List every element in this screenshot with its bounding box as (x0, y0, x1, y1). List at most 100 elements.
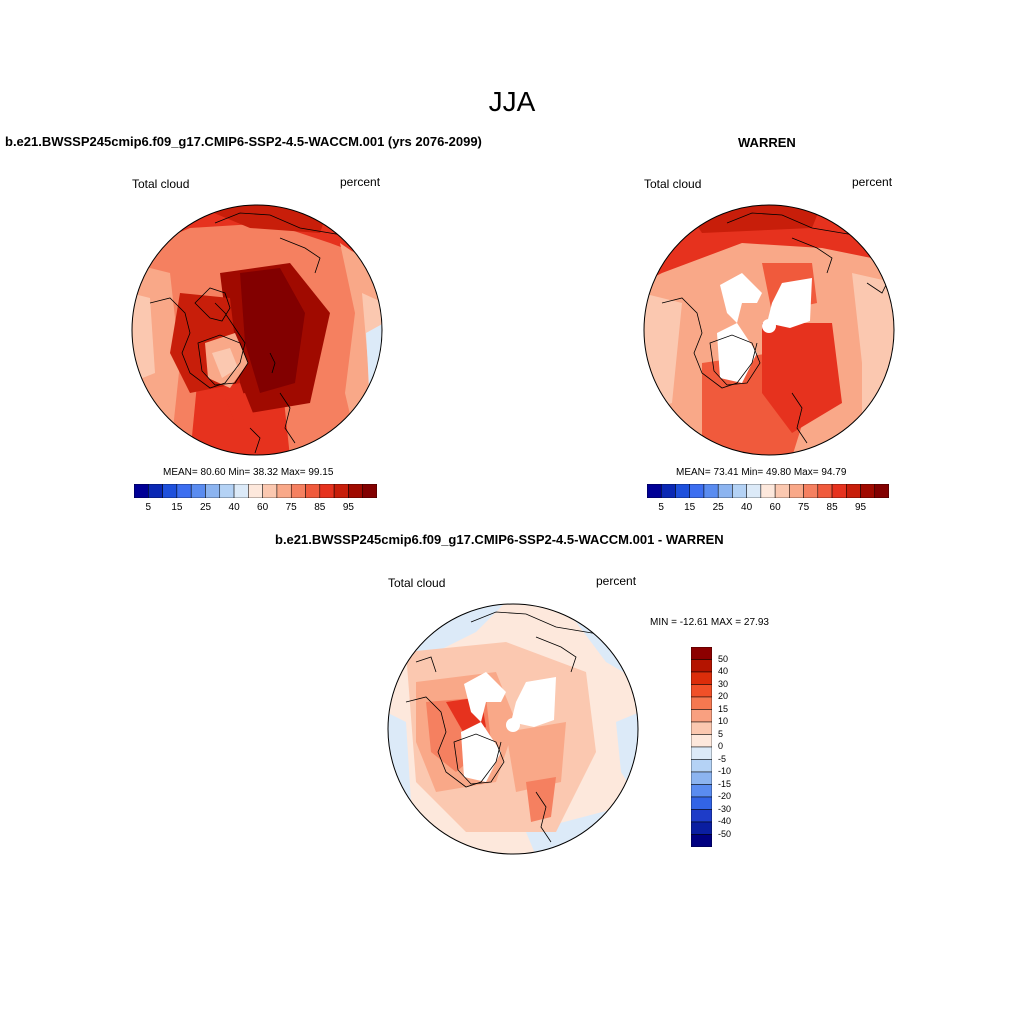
model-colorbar-tick: 75 (285, 502, 297, 513)
obs-colorbar-swatch (774, 484, 790, 498)
diff-colorbar-swatch (691, 721, 712, 735)
diff-colorbar-swatch (691, 809, 712, 823)
diff-colorbar-swatch (691, 647, 712, 660)
obs-colorbar-swatch (760, 484, 776, 498)
obs-colorbar-tick: 5 (658, 502, 664, 513)
obs-colorbar-tick: 60 (769, 502, 781, 513)
diff-colorbar-tick: -10 (718, 766, 732, 776)
obs-colorbar-swatch (817, 484, 833, 498)
diff-colorbar-swatch (691, 696, 712, 710)
diff-colorbar-tick: 5 (718, 728, 724, 739)
obs-variable-label: Total cloud (644, 177, 702, 191)
model-colorbar-ticks: 5 15 25 40 60 75 85 95 (134, 502, 377, 516)
obs-colorbar-swatch (846, 484, 861, 498)
model-colorbar-swatch (305, 484, 321, 498)
obs-colorbar-swatch (860, 484, 876, 498)
diff-variable-label: Total cloud (388, 576, 446, 590)
model-colorbar-tick: 40 (228, 502, 240, 513)
diff-colorbar-tick: -5 (718, 753, 727, 764)
model-variable-label: Total cloud (132, 177, 190, 191)
diff-colorbar-tick: 30 (718, 678, 729, 689)
diff-colorbar-swatch (691, 784, 712, 798)
diff-colorbar-tick: 15 (718, 703, 729, 714)
model-colorbar-swatch (319, 484, 335, 498)
model-colorbar-tick: 95 (342, 502, 354, 513)
model-colorbar-swatch (262, 484, 278, 498)
model-colorbar-swatch (248, 484, 263, 498)
model-colorbar (134, 484, 377, 498)
diff-colorbar-tick: 40 (718, 666, 729, 676)
obs-stats: MEAN= 73.41 Min= 49.80 Max= 94.79 (676, 467, 847, 478)
obs-colorbar-swatch (831, 484, 847, 498)
diff-colorbar-swatch (691, 659, 712, 673)
model-colorbar-swatch (134, 484, 149, 498)
obs-colorbar-swatch (746, 484, 762, 498)
diff-colorbar-swatch (691, 709, 712, 723)
obs-colorbar-swatch (717, 484, 733, 498)
obs-colorbar-swatch (660, 484, 676, 498)
diff-colorbar-swatch (691, 771, 712, 785)
model-colorbar-tick: 5 (145, 502, 152, 513)
model-colorbar-tick: 60 (257, 502, 269, 513)
diff-colorbar-tick: 0 (718, 741, 724, 751)
diff-panel-title: b.e21.BWSSP245cmip6.f09_g17.CMIP6-SSP2-4… (275, 532, 724, 547)
obs-colorbar-swatch (874, 484, 889, 498)
obs-colorbar-swatch (647, 484, 662, 498)
model-colorbar-swatch (290, 484, 306, 498)
model-units-label: percent (340, 175, 381, 189)
model-colorbar-swatch (233, 484, 249, 498)
obs-colorbar-tick: 15 (684, 502, 696, 513)
obs-polar-map (643, 204, 895, 456)
obs-colorbar-ticks: 5 15 25 40 60 75 85 95 (647, 502, 889, 516)
model-panel-title: b.e21.BWSSP245cmip6.f09_g17.CMIP6-SSP2-4… (5, 134, 482, 149)
model-colorbar-swatch (362, 484, 377, 498)
obs-colorbar-swatch (803, 484, 819, 498)
obs-colorbar-tick: 95 (854, 502, 867, 513)
obs-colorbar-tick: 75 (798, 502, 810, 513)
model-colorbar-swatch (219, 484, 235, 498)
diff-colorbar-swatch (691, 734, 712, 748)
diff-colorbar-tick: -40 (718, 816, 732, 826)
obs-panel-title: WARREN (738, 135, 796, 150)
diff-colorbar-tick: 20 (718, 691, 729, 701)
obs-units-label: percent (852, 175, 893, 189)
diff-colorbar-tick: 10 (718, 716, 729, 726)
diff-colorbar-tick: -30 (718, 803, 732, 814)
diff-stats: MIN = -12.61 MAX = 27.93 (650, 617, 769, 628)
model-colorbar-swatch (190, 484, 206, 498)
main-title: JJA (488, 86, 536, 117)
model-colorbar-swatch (333, 484, 349, 498)
diff-colorbar-tick: -50 (718, 828, 732, 839)
obs-colorbar-swatch (675, 484, 690, 498)
obs-colorbar-tick: 40 (741, 502, 753, 513)
obs-colorbar-swatch (732, 484, 747, 498)
diff-polar-map (387, 603, 639, 855)
model-colorbar-swatch (148, 484, 163, 498)
model-stats: MEAN= 80.60 Min= 38.32 Max= 99.15 (163, 467, 334, 478)
obs-colorbar-tick: 85 (826, 502, 838, 513)
diff-colorbar-tick: -20 (718, 791, 732, 801)
diff-colorbar-swatch (691, 671, 712, 685)
diff-colorbar-swatch (691, 684, 712, 698)
obs-colorbar-swatch (703, 484, 719, 498)
model-colorbar-tick: 85 (314, 502, 326, 513)
model-colorbar-tick: 25 (199, 502, 212, 513)
diff-colorbar-ticks: 50 40 30 20 15 10 5 0 -5 -10 -15 -20 -30… (718, 647, 758, 847)
model-colorbar-swatch (348, 484, 363, 498)
model-colorbar-swatch (162, 484, 178, 498)
model-colorbar-swatch (176, 484, 192, 498)
diff-colorbar-tick: -15 (718, 778, 732, 789)
model-polar-map (131, 204, 383, 456)
diff-units-label: percent (596, 574, 637, 588)
diff-colorbar-swatch (691, 834, 712, 847)
diff-colorbar-tick: 50 (718, 653, 729, 664)
diff-colorbar (691, 647, 712, 847)
model-colorbar-swatch (276, 484, 292, 498)
diff-colorbar-swatch (691, 821, 712, 835)
model-colorbar-swatch (205, 484, 221, 498)
obs-colorbar-swatch (689, 484, 705, 498)
model-colorbar-tick: 15 (171, 502, 183, 513)
obs-colorbar-tick: 25 (712, 502, 724, 513)
diff-colorbar-swatch (691, 796, 712, 810)
diff-colorbar-swatch (691, 746, 712, 760)
